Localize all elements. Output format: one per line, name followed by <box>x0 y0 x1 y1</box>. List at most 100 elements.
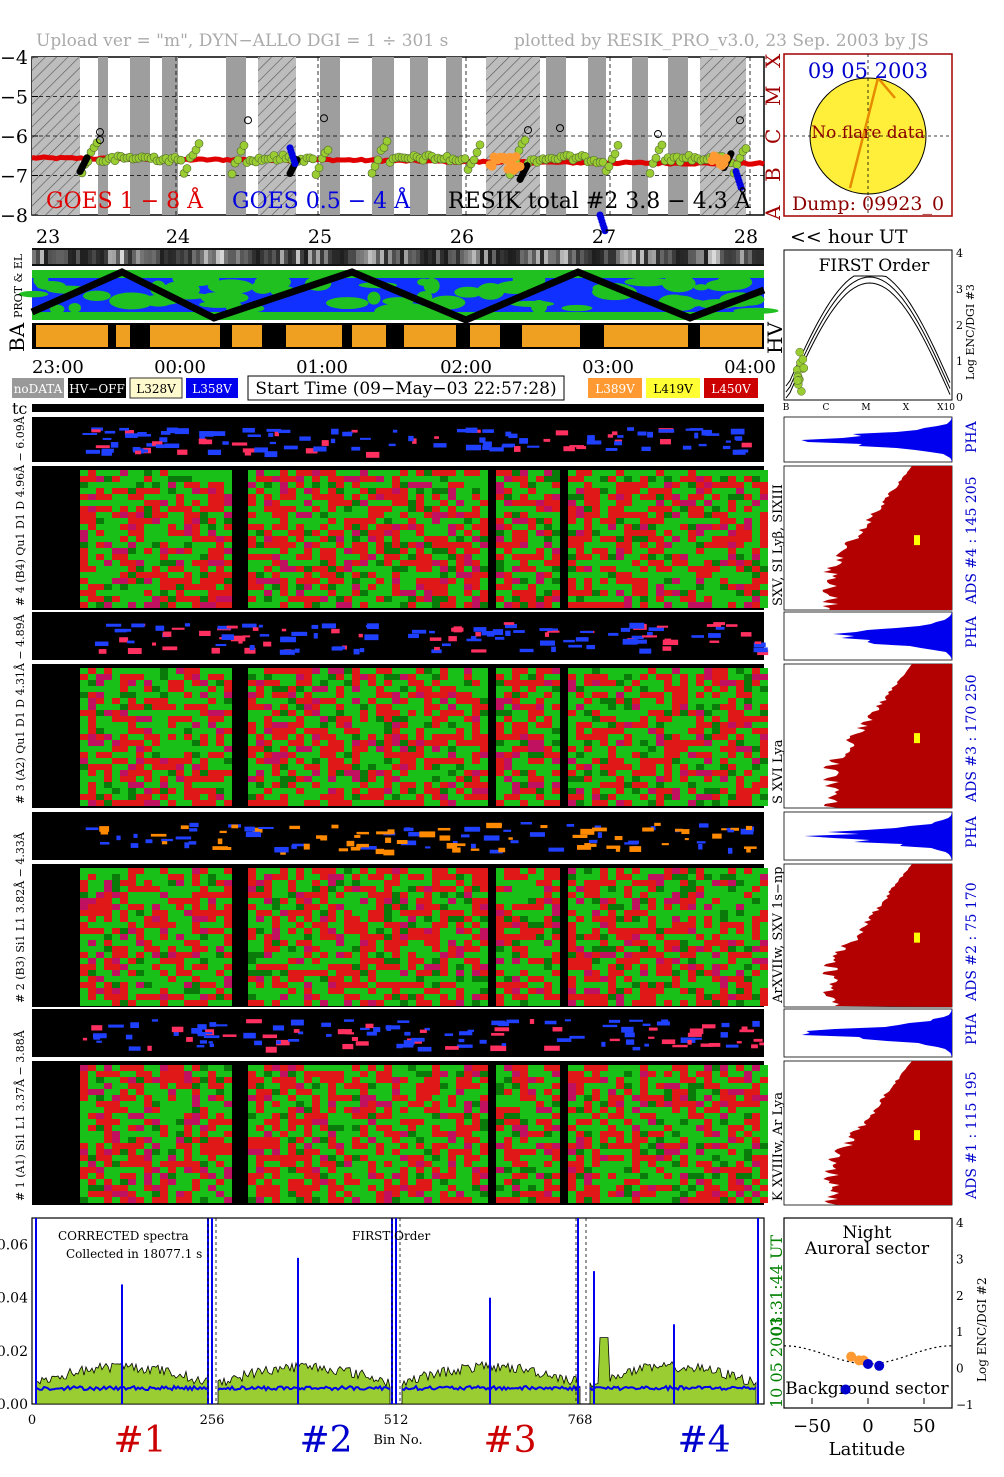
spectro-cell <box>312 782 320 788</box>
spectro-cell <box>200 518 208 524</box>
spectro-cell <box>352 686 360 692</box>
spectro-cell <box>192 518 200 524</box>
spectro-cell <box>528 578 536 584</box>
spectro-cell <box>248 536 256 542</box>
spectro-cell <box>128 880 136 886</box>
spectro-cell <box>448 734 456 740</box>
spectro-cell <box>200 728 208 734</box>
spectro-cell <box>648 674 656 680</box>
pha-cell <box>125 433 138 438</box>
spectro-cell <box>496 788 504 794</box>
spectro-cell <box>392 482 400 488</box>
spectro-cell <box>744 500 752 506</box>
spectro-cell <box>248 746 256 752</box>
spectro-cell <box>504 716 512 722</box>
spectro-cell <box>592 536 600 542</box>
resik-point <box>613 140 623 150</box>
spectro-cell <box>248 764 256 770</box>
spectro-cell <box>672 770 680 776</box>
spectro-cell <box>424 602 432 608</box>
spectro-cell <box>728 518 736 524</box>
spectro-cell <box>312 680 320 686</box>
spectro-cell <box>544 746 552 752</box>
spectro-cell <box>400 668 408 674</box>
spectro-cell <box>688 704 696 710</box>
spectro-cell <box>584 770 592 776</box>
spectro-cell <box>120 740 128 746</box>
spectro-cell <box>496 794 504 800</box>
spectro-cell <box>312 746 320 752</box>
prot-el-cell <box>48 250 52 264</box>
spectro-cell <box>168 536 176 542</box>
spectro-cell <box>96 680 104 686</box>
spectro-cell <box>312 794 320 800</box>
spectro-cell <box>128 782 136 788</box>
spectro-cell <box>744 530 752 536</box>
outlier-point <box>96 135 104 144</box>
spectro-cell <box>432 674 440 680</box>
spectro-cell <box>704 578 712 584</box>
spectro-cell <box>136 512 144 518</box>
spectro-cell <box>344 668 352 674</box>
spectro-cell <box>96 788 104 794</box>
spectro-cell <box>752 596 760 602</box>
spectro-cell <box>616 506 624 512</box>
spectro-cell <box>496 542 504 548</box>
spectro-cell <box>552 782 560 788</box>
spectro-cell <box>208 488 216 494</box>
spectro-cell <box>208 536 216 542</box>
spectro-cell <box>176 512 184 518</box>
spectro-cell <box>648 716 656 722</box>
pha-cell <box>116 835 121 841</box>
spectro-cell <box>136 680 144 686</box>
spectro-cell <box>464 476 472 482</box>
spectro-cell <box>736 500 744 506</box>
spectro-cell <box>80 880 88 886</box>
spectro-cell <box>704 728 712 734</box>
orbit-number: 23 <box>36 226 60 248</box>
pha-cell <box>119 427 129 431</box>
spectro-cell <box>400 788 408 794</box>
spectro-cell <box>688 584 696 590</box>
spectro-cell <box>128 500 136 506</box>
spectro-cell <box>104 982 112 988</box>
spectro-cell <box>360 584 368 590</box>
spectro-cell <box>120 542 128 548</box>
spectro-cell <box>752 488 760 494</box>
spectro-cell <box>544 500 552 506</box>
spectro-cell <box>736 470 744 476</box>
spectro-cell <box>200 770 208 776</box>
spectro-cell <box>296 680 304 686</box>
spectro-cell <box>328 740 336 746</box>
spectro-cell <box>576 710 584 716</box>
spectro-cell <box>760 680 768 686</box>
spectro-cell <box>344 680 352 686</box>
spectro-cell <box>160 494 168 500</box>
spectro-cell <box>568 686 576 692</box>
spectro-cell <box>168 680 176 686</box>
pha-cell <box>730 428 745 435</box>
spectro-cell <box>736 524 744 530</box>
spectro-cell <box>104 994 112 1000</box>
sun-axis <box>848 77 880 189</box>
spectro-cell <box>120 524 128 530</box>
spectro-cell <box>704 536 712 542</box>
spectro-cell <box>680 674 688 680</box>
spectro-cell <box>440 470 448 476</box>
spectro-cell <box>744 734 752 740</box>
spectro-cell <box>720 470 728 476</box>
spectro-cell <box>96 1000 104 1006</box>
spectro-cell <box>152 680 160 686</box>
spectro-cell <box>520 722 528 728</box>
spectro-cell <box>440 590 448 596</box>
spectro-cell <box>112 698 120 704</box>
spectro-cell <box>760 596 768 602</box>
spectro-cell <box>600 680 608 686</box>
spectro-cell <box>472 728 480 734</box>
spectro-cell <box>120 970 128 976</box>
spectro-cell <box>640 716 648 722</box>
spectro-cell <box>272 752 280 758</box>
spectro-cell <box>120 982 128 988</box>
spectro-cell <box>264 722 272 728</box>
spectro-cell <box>440 740 448 746</box>
